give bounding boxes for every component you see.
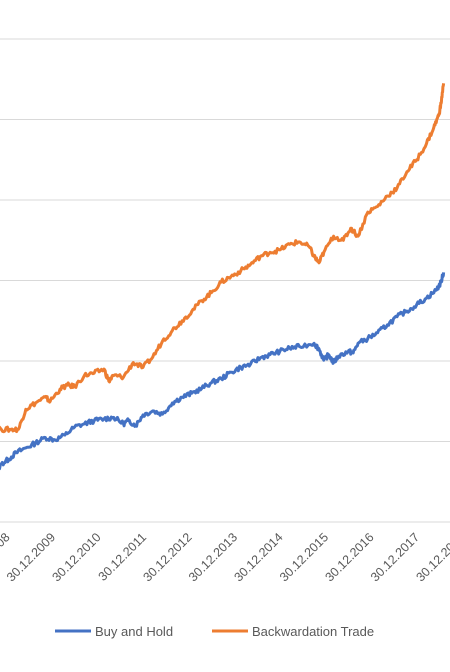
x-tick-labels: 30.12.200830.12.200930.12.201030.12.2011…: [0, 530, 450, 584]
x-tick-label: 30.12.2010: [49, 530, 103, 584]
legend: Buy and Hold Backwardation Trade: [55, 624, 374, 639]
series-line-backwardation-trade: [0, 83, 446, 434]
legend-label: Backwardation Trade: [252, 624, 374, 639]
legend-label: Buy and Hold: [95, 624, 173, 639]
series-line-buy-and-hold: [0, 272, 446, 471]
gridlines: [0, 38, 450, 442]
series-layer: [0, 83, 446, 471]
